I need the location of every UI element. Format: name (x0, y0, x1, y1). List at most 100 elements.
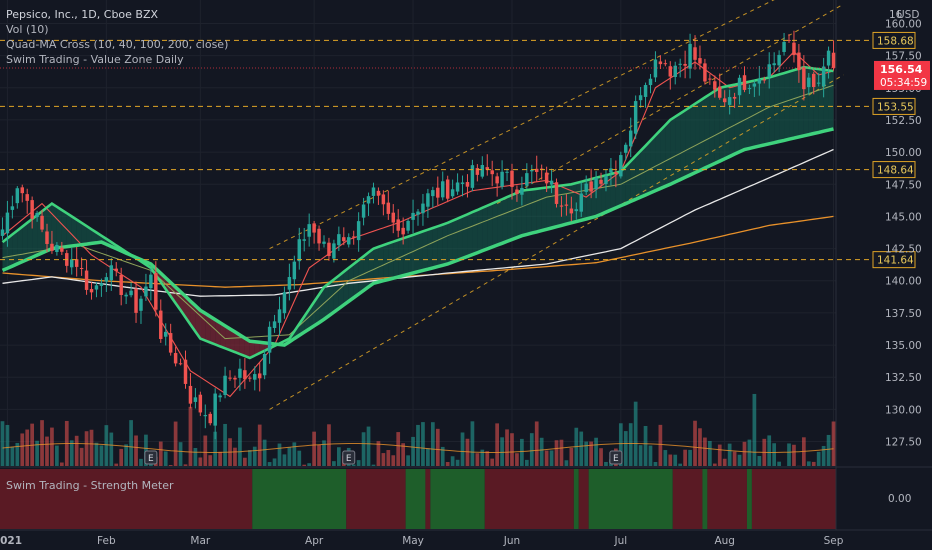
value-zone-segment (437, 224, 443, 267)
time-tick-jun: Jun (503, 535, 520, 547)
meter-segment-bear (578, 469, 589, 529)
candle-body (559, 205, 564, 207)
price-tick-12: 130.00 (885, 404, 922, 416)
value-zone-segment (343, 267, 349, 305)
volume-bar (544, 450, 549, 466)
value-zone-segment (472, 209, 478, 255)
value-zone-segment (190, 301, 196, 332)
value-zone-segment (541, 187, 547, 231)
value-zone-segment (531, 188, 537, 234)
volume-bar (287, 447, 292, 466)
earnings-marker[interactable]: E (342, 450, 356, 465)
volume-bar (559, 439, 564, 466)
value-zone-segment (418, 231, 423, 272)
strength-meter-title[interactable]: Swim Trading - Strength Meter (6, 479, 174, 492)
value-zone-segment (789, 70, 794, 140)
candle-body (703, 63, 707, 82)
volume-bar (312, 431, 316, 466)
value-zone-segment (571, 182, 577, 223)
level-label-box (872, 31, 916, 49)
price-axis[interactable]: 160.00157.50155.00152.50150.00147.50145.… (885, 18, 922, 448)
candle-body (238, 368, 242, 378)
value-zone-segment (220, 322, 226, 349)
candle-body (257, 373, 262, 379)
candle-body (411, 212, 415, 220)
candle-body (762, 79, 767, 81)
value-zone-segment (353, 260, 359, 298)
candle-body (317, 228, 321, 244)
candle-body (688, 43, 692, 69)
candle-body (277, 309, 282, 323)
value-zone-segment (502, 197, 508, 244)
volume-bar (213, 431, 218, 466)
earnings-marker[interactable]: E (609, 450, 623, 465)
strength-meter (0, 469, 836, 529)
earnings-badge (609, 450, 623, 465)
candle-body (732, 96, 737, 99)
value-zone-segment (566, 184, 572, 225)
price-tick-10: 135.00 (885, 340, 922, 352)
candle-body (5, 212, 10, 234)
candle-body (802, 67, 806, 90)
candle-body (757, 78, 762, 84)
value-zone-segment (195, 305, 201, 339)
currency-label[interactable]: USD (897, 9, 919, 21)
value-zone-segment (774, 74, 780, 143)
value-zone-segment (699, 97, 705, 171)
legend-value-zone[interactable]: Swim Trading - Value Zone Daily (6, 53, 184, 66)
candle-body (658, 61, 663, 65)
candle-body (648, 78, 653, 86)
candle-body (139, 298, 143, 311)
volume-bar (604, 461, 608, 466)
candle-body (569, 208, 574, 214)
time-axis[interactable]: 2021 Feb Mar Apr May Jun Jul Aug Sep (0, 535, 844, 547)
candle-body (342, 237, 346, 242)
price-tick-13: 127.50 (885, 437, 922, 449)
candle-body (693, 47, 697, 60)
value-zone-segment (338, 271, 344, 309)
volume-bar (0, 421, 5, 466)
volume-bar (430, 422, 435, 466)
time-tick-2021: 2021 (0, 535, 22, 547)
candle-body (574, 209, 579, 212)
meter-segment-bull (573, 469, 579, 529)
legend-quad-ma[interactable]: Quad-MA Cross (10, 40, 100, 200, close) (6, 38, 228, 51)
level-label-153.55[interactable]: 153.55 (872, 97, 916, 115)
value-zone-segment (7, 234, 13, 269)
value-zone-segment (769, 76, 775, 144)
candle-body (668, 66, 673, 77)
value-zone-segment (675, 113, 681, 182)
value-zone-segment (66, 213, 72, 247)
candle-body (718, 86, 722, 98)
earnings-badge (144, 450, 158, 465)
earnings-marker[interactable]: E (144, 450, 158, 465)
volume-bar (520, 438, 524, 466)
volume-bar (440, 446, 445, 466)
candle-body (302, 239, 306, 241)
volume-bar (129, 420, 133, 466)
level-label-148.64[interactable]: 148.64 (872, 161, 916, 179)
candle-body (109, 265, 114, 281)
legend-symbol[interactable]: Pepsico, Inc., 1D, Cboe BZX (6, 8, 159, 21)
candle-body (792, 42, 796, 56)
candle-body (69, 259, 74, 268)
legend-volume[interactable]: Vol (10) (6, 23, 49, 36)
candle-body (807, 77, 811, 88)
level-label-141.64[interactable]: 141.64 (872, 251, 916, 269)
candle-body (515, 189, 519, 195)
volume-bar (648, 445, 653, 466)
level-label-158.68[interactable]: 158.68 (872, 31, 916, 49)
volume-bar (163, 451, 168, 466)
candle-body (208, 413, 212, 424)
candle-body (15, 188, 20, 204)
volume-bar (79, 447, 84, 466)
volume-bar (668, 454, 673, 466)
candle-body (465, 182, 470, 187)
volume-bar (826, 434, 831, 466)
volume-bar (470, 421, 475, 466)
candle-body (114, 268, 118, 272)
candle-body (287, 277, 292, 290)
meter-segment-bull (430, 469, 485, 529)
volume-bar (421, 422, 425, 466)
